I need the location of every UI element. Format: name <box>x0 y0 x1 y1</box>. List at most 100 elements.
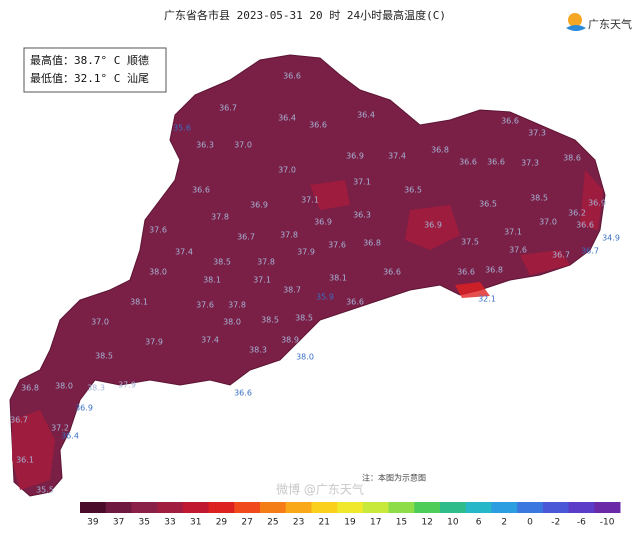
station-value: 37.3 <box>521 159 539 168</box>
station-value: 38.1 <box>203 276 221 285</box>
legend-swatch <box>542 502 570 513</box>
station-value: 35.5 <box>36 486 54 495</box>
legend-tick-label: -10 <box>600 518 615 528</box>
logo-text: 广东天气 <box>588 17 632 31</box>
station-value: 37.9 <box>145 338 163 347</box>
station-value: 37.1 <box>253 276 271 285</box>
station-value: 36.7 <box>219 104 237 113</box>
station-value: 37.8 <box>280 231 298 240</box>
station-value: 37.5 <box>461 238 479 247</box>
watermark: 微博 @广东天气 <box>276 482 364 497</box>
station-value: 36.4 <box>61 432 79 441</box>
station-value: 38.0 <box>55 382 73 391</box>
station-value: 36.3 <box>353 211 371 220</box>
station-value: 37.9 <box>297 248 315 257</box>
legend-swatch <box>414 502 441 513</box>
info-max: 最高值：38.7° C 顺德 <box>30 53 149 67</box>
station-value: 35.9 <box>316 293 334 302</box>
legend-swatch <box>337 502 364 513</box>
station-value: 37.1 <box>353 178 371 187</box>
station-value: 36.6 <box>346 298 364 307</box>
legend-swatch <box>362 502 390 513</box>
station-value: 37.6 <box>196 301 214 310</box>
legend-tick-label: 27 <box>241 518 252 528</box>
legend-swatch <box>465 502 492 513</box>
station-value: 36.8 <box>21 384 39 393</box>
station-value: 36.5 <box>479 200 497 209</box>
station-value: 38.5 <box>213 258 231 267</box>
station-value: 36.6 <box>487 158 505 167</box>
station-value: 38.7 <box>283 286 301 295</box>
info-box <box>23 47 167 93</box>
legend-swatch <box>182 502 210 513</box>
legend-swatch <box>260 502 287 513</box>
patch <box>455 282 490 298</box>
station-value: 37.0 <box>91 318 109 327</box>
station-value: 36.1 <box>16 456 34 465</box>
station-value: 38.0 <box>223 318 241 327</box>
station-value: 38.3 <box>249 346 267 355</box>
station-value: 37.4 <box>201 336 219 345</box>
station-value: 34.9 <box>602 234 620 243</box>
station-value: 36.3 <box>196 141 214 150</box>
logo-sun <box>568 13 582 27</box>
legend-tick-label: 12 <box>421 518 432 528</box>
station-value: 36.8 <box>363 239 381 248</box>
legend-tick-label: 29 <box>216 518 228 528</box>
station-value: 37.8 <box>211 213 229 222</box>
station-value: 38.0 <box>296 353 314 362</box>
legend-swatch <box>440 502 467 513</box>
patch <box>310 180 350 210</box>
station-value: 36.7 <box>581 247 599 256</box>
station-value: 36.7 <box>552 251 570 260</box>
legend-tick-label: 19 <box>344 518 356 528</box>
legend-tick-label: 10 <box>447 518 459 528</box>
station-value: 36.6 <box>309 121 327 130</box>
station-value: 37.9 <box>118 381 136 390</box>
station-value: 36.6 <box>457 268 475 277</box>
station-value: 38.6 <box>563 154 581 163</box>
info-min: 最低值：32.1° C 汕尾 <box>30 72 149 85</box>
station-value: 36.9 <box>250 201 268 210</box>
station-value: 35.6 <box>173 124 191 133</box>
color-legend: 39 37 35 33 31 29 27 25 23 21 19 17 15 12 10 6 2 0 -2 -6 -10 <box>80 502 621 528</box>
station-value: 37.8 <box>228 301 246 310</box>
station-value: 37.4 <box>175 248 193 257</box>
legend-tick-label: 31 <box>190 518 201 528</box>
station-value: 38.1 <box>130 298 148 307</box>
station-value: 36.9 <box>424 221 442 230</box>
station-value: 38.9 <box>281 336 299 345</box>
legend-swatch <box>388 502 415 513</box>
legend-swatch <box>80 502 107 513</box>
map-patches <box>12 170 603 490</box>
legend-tick-label: 33 <box>164 518 175 528</box>
station-value: 37.6 <box>149 226 167 235</box>
station-value: 37.1 <box>504 228 522 237</box>
legend-tick-label: 35 <box>139 518 150 528</box>
station-value: 36.8 <box>431 146 449 155</box>
legend-tick-label: 17 <box>370 518 381 528</box>
station-value: 36.6 <box>501 117 519 126</box>
legend-swatch <box>234 502 261 513</box>
logo-cloud <box>566 25 586 31</box>
legend-tick-label: 0 <box>527 518 533 528</box>
legend-tick-label: 25 <box>267 518 278 528</box>
station-value: 36.7 <box>10 416 28 425</box>
legend-swatch <box>311 502 338 513</box>
station-value: 36.6 <box>576 221 594 230</box>
legend-tick-label: -6 <box>577 518 586 528</box>
station-value: 37.0 <box>278 166 296 175</box>
station-value: 36.7 <box>237 233 255 242</box>
station-value: 38.0 <box>149 268 167 277</box>
station-value: 37.2 <box>51 424 69 433</box>
logo: 广东天气 <box>566 13 632 31</box>
note: 注：本图为示意图 <box>362 473 426 483</box>
station-value: 32.1 <box>478 295 496 304</box>
station-value: 38.5 <box>95 352 113 361</box>
legend-swatch <box>131 502 158 513</box>
station-value: 36.5 <box>404 186 422 195</box>
station-value: 37.1 <box>301 196 319 205</box>
legend-swatch <box>594 502 621 513</box>
station-value: 36.6 <box>234 389 252 398</box>
